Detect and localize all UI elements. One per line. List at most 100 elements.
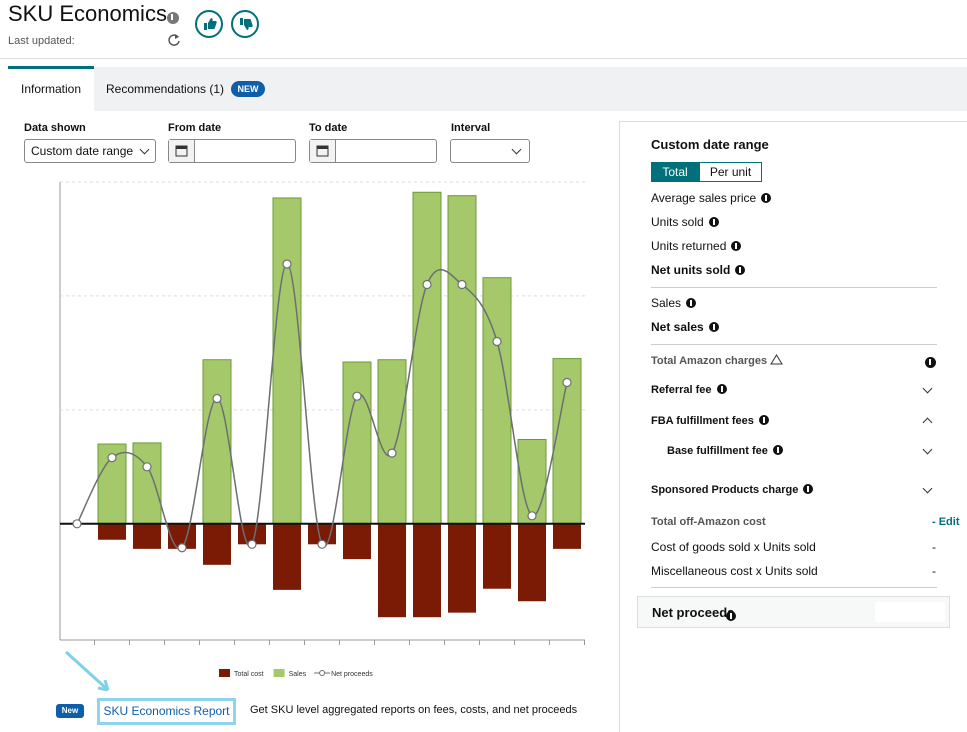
arrow <box>64 650 110 692</box>
bar <box>482 277 512 525</box>
refresh-icon[interactable] <box>167 33 181 47</box>
point <box>142 462 152 472</box>
net-proceeds-label: Net proceeds <box>652 605 735 620</box>
toggle-per-unit[interactable]: Per unit <box>699 162 762 182</box>
tab[interactable]: Recommendations (1) <box>106 82 225 96</box>
metric-row: Average sales price <box>651 191 772 205</box>
legend-swatch <box>219 669 230 677</box>
metric-row: Total Amazon charges <box>651 354 784 367</box>
summary-panel <box>619 121 967 732</box>
chart: Total cost Sales Net proceeds <box>59 181 585 678</box>
metric-row: Sales <box>651 296 697 310</box>
point <box>387 448 397 458</box>
metric-row: Units returned <box>651 239 742 253</box>
divider <box>0 58 967 59</box>
metric-row: Total off-Amazon cost <box>651 516 766 528</box>
bar <box>273 523 301 590</box>
banner-text: Get SKU level aggregated reports on fees… <box>250 704 578 716</box>
help-icon[interactable] <box>925 357 936 368</box>
bar <box>203 523 231 565</box>
point <box>247 539 257 549</box>
metric-label: Sales <box>651 296 682 310</box>
metric-label: Average sales price <box>651 191 757 205</box>
report-link[interactable]: SKU Economics Report <box>97 698 236 725</box>
filter-label: From date <box>168 122 222 134</box>
legend-swatch <box>273 669 285 677</box>
point <box>107 453 117 463</box>
bar <box>447 195 477 525</box>
metric-label: Units sold <box>651 215 704 229</box>
tab-active[interactable]: Information <box>8 66 94 111</box>
point <box>317 539 327 549</box>
metric-label: Net units sold <box>651 263 731 277</box>
metric-row[interactable]: Sponsored Products charge <box>651 484 814 496</box>
metric-row[interactable]: Referral fee <box>651 384 727 396</box>
select-value: Custom date range <box>31 144 134 158</box>
net-proceeds-box: Net proceeds <box>637 596 950 628</box>
thumbs-up[interactable] <box>195 10 223 38</box>
bar <box>483 523 511 589</box>
interval-select[interactable] <box>450 139 530 163</box>
new-badge: NEW <box>231 81 265 97</box>
metric-row: Cost of goods sold x Units sold <box>651 540 816 554</box>
metric-row[interactable]: Base fulfillment fee <box>667 445 783 457</box>
point <box>72 519 82 529</box>
legend-label: Sales <box>289 671 307 678</box>
bar <box>378 523 406 618</box>
metric-label: Sponsored Products charge <box>651 484 799 496</box>
metric-label: Referral fee <box>651 384 712 396</box>
info-icon[interactable] <box>167 12 179 24</box>
point <box>352 391 362 401</box>
panel-title: Custom date range <box>651 137 769 152</box>
metric-row: Net units sold <box>651 263 746 277</box>
metric-row[interactable]: FBA fulfillment fees <box>651 415 769 427</box>
new-badge: New <box>56 704 84 718</box>
metric-row: Net sales <box>651 320 719 334</box>
metric-value: - <box>932 540 936 554</box>
point <box>457 279 467 290</box>
bar <box>132 442 162 525</box>
tab-bar <box>8 67 967 111</box>
filter-label: To date <box>309 122 348 134</box>
bar <box>553 523 581 549</box>
legend-label: Net proceeds <box>331 671 373 678</box>
bar <box>133 523 161 549</box>
metric-value: - <box>932 564 936 578</box>
metric-row: Units sold <box>651 215 719 229</box>
toggle-total[interactable]: Total <box>651 162 699 182</box>
legend-swatch <box>319 670 326 676</box>
last-updated: Last updated: <box>8 35 75 47</box>
bar <box>412 191 442 525</box>
bar <box>342 361 372 525</box>
point <box>562 377 572 388</box>
metric-label: Total Amazon charges <box>651 355 768 367</box>
data-shown-select[interactable]: Custom date range <box>24 139 156 163</box>
point <box>527 511 537 521</box>
bar <box>272 197 302 525</box>
metric-row: Miscellaneous cost x Units sold <box>651 564 818 578</box>
bar <box>448 523 476 613</box>
bar <box>377 359 407 525</box>
filter-label: Data shown <box>24 122 86 134</box>
bar <box>518 523 546 602</box>
edit-link[interactable]: - Edit <box>932 516 960 528</box>
metric-label: Net sales <box>651 320 704 334</box>
point <box>177 543 187 553</box>
bar <box>517 438 547 525</box>
bar <box>413 523 441 618</box>
point <box>212 393 222 404</box>
metric-label: FBA fulfillment fees <box>651 415 754 427</box>
to-date[interactable] <box>309 139 437 163</box>
page-title: SKU Economics <box>8 1 167 26</box>
point <box>422 279 432 290</box>
thumbs-down[interactable] <box>231 10 259 38</box>
legend-label: Total cost <box>234 671 264 678</box>
from-date[interactable] <box>168 139 296 163</box>
metric-label: Units returned <box>651 239 727 253</box>
bar <box>202 359 232 525</box>
metric-label: Base fulfillment fee <box>667 445 768 457</box>
bar <box>343 523 371 560</box>
filter-label: Interval <box>451 122 491 134</box>
point <box>492 336 502 347</box>
